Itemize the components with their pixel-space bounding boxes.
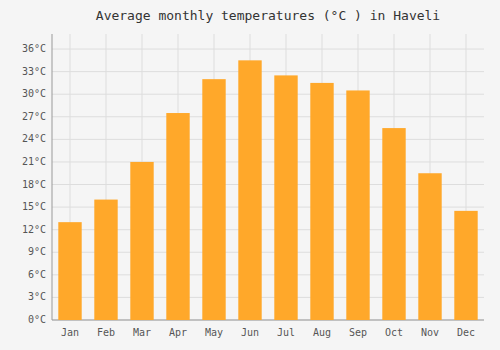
x-tick-label: Aug [313,327,331,338]
chart-title: Average monthly temperatures (°C ) in Ha… [96,8,440,23]
x-tick-label: Jul [277,327,295,338]
x-tick-label: Dec [457,327,475,338]
y-tick-label: 15°C [22,201,46,212]
y-grid-line [52,49,484,50]
bar [274,75,297,320]
bar [130,162,153,320]
y-grid-line [52,139,484,140]
y-grid-line [52,94,484,95]
y-tick-label: 6°C [28,269,46,280]
x-tick-label: May [205,327,223,338]
x-tick-label: Mar [133,327,151,338]
y-tick-label: 0°C [28,314,46,325]
x-tick-label: Jan [61,327,79,338]
y-tick-label: 12°C [22,224,46,235]
bars [58,60,477,320]
y-tick-label: 18°C [22,179,46,190]
x-tick-label: Nov [421,327,439,338]
y-tick-label: 33°C [22,66,46,77]
bar [94,200,117,320]
bar [382,128,405,320]
axes: 0°C 3°C 6°C 9°C 12°C 15°C 18°C 21°C 24°C 27°C 30°C… [22,34,484,338]
x-tick-label: Sep [349,327,367,338]
bar [346,90,369,320]
x-tick-label: Oct [385,327,403,338]
x-tick-label: Feb [97,327,115,338]
y-grid-line [52,71,484,72]
y-tick-label: 36°C [22,43,46,54]
x-tick-label: Jun [241,327,259,338]
grid [52,34,484,320]
y-tick-label: 21°C [22,156,46,167]
x-tick-label: Apr [169,327,187,338]
bar [58,222,81,320]
chart-svg: Average monthly temperatures (°C ) in Ha… [0,0,500,350]
bar [454,211,477,320]
bar [418,173,441,320]
y-tick-label: 30°C [22,88,46,99]
bar [202,79,225,320]
y-tick-label: 9°C [28,246,46,257]
y-grid-line [52,116,484,117]
y-tick-label: 24°C [22,133,46,144]
chart-container: Average monthly temperatures (°C ) in Ha… [0,0,500,350]
y-tick-label: 27°C [22,111,46,122]
y-tick-label: 3°C [28,291,46,302]
y-grid-line [52,161,484,162]
background [0,0,500,350]
bar [166,113,189,320]
bar [238,60,261,320]
y-axis-line [52,34,53,320]
bar [310,83,333,320]
